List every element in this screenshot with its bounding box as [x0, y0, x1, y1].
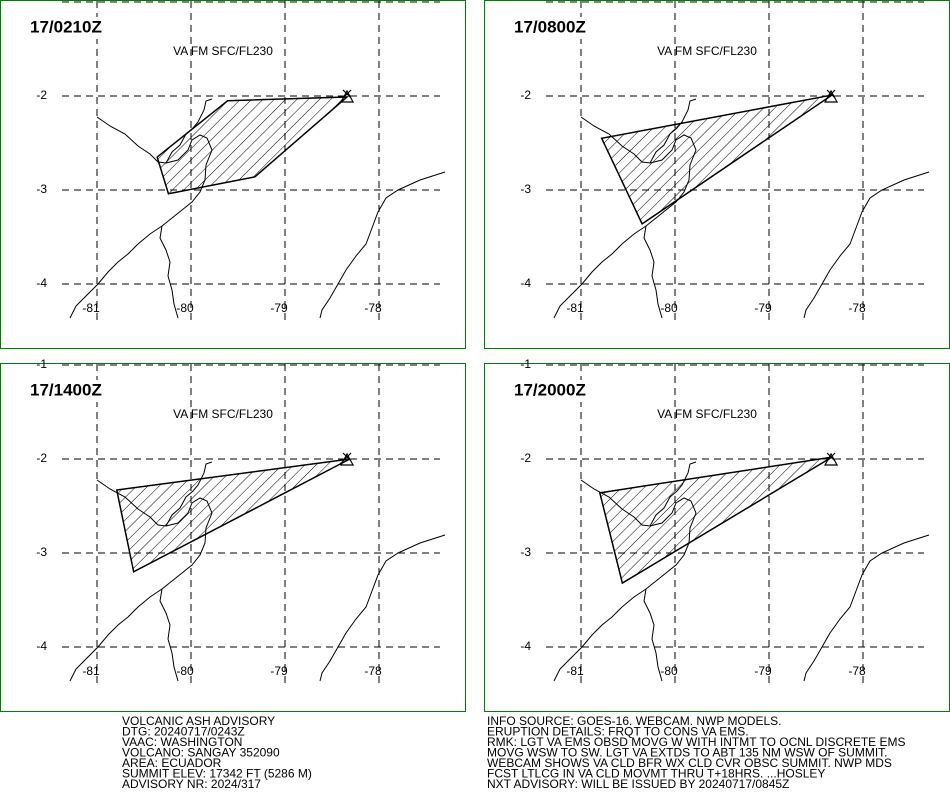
advisory-line: VAAC: WASHINGTON	[122, 735, 242, 749]
lat-label: -3	[520, 545, 531, 559]
lon-label: -78	[364, 301, 382, 315]
lon-label: -80	[176, 664, 194, 678]
flight-level: VA FM SFC/FL230	[657, 44, 757, 58]
advisory-line: SUMMIT ELEV: 17342 FT (5286 M)	[122, 767, 312, 781]
valid-time: 17/1400Z	[30, 380, 102, 399]
advisory-line: VOLCANO: SANGAY 352090	[122, 746, 280, 760]
lat-label: -3	[36, 545, 47, 559]
volcano-marker	[824, 89, 839, 103]
valid-time: 17/0210Z	[30, 17, 102, 36]
lat-label: -2	[520, 451, 531, 465]
label-bg	[512, 380, 590, 402]
panel-frame	[0, 0, 466, 349]
lon-label: -81	[82, 301, 100, 315]
volcano-marker	[824, 452, 839, 466]
lon-label: -79	[270, 301, 288, 315]
advisory-line: WEBCAM SHOWS VA CLD BFR WX CLD CVR OBSC …	[487, 756, 892, 770]
lat-label: -4	[36, 639, 47, 653]
advisory-line: RMK: LGT VA EMS OBSD MOVG W WITH INTMT T…	[487, 735, 906, 749]
lat-label: -1	[36, 357, 47, 371]
lat-label: -2	[36, 451, 47, 465]
lon-label: -78	[848, 301, 866, 315]
lon-label: -78	[364, 664, 382, 678]
lon-label: -80	[176, 301, 194, 315]
volcano-marker	[340, 89, 355, 103]
lon-label: -79	[754, 301, 772, 315]
ash-cloud	[115, 458, 351, 573]
valid-time: 17/0800Z	[514, 17, 586, 36]
lon-label: -81	[566, 301, 584, 315]
lat-label: -3	[36, 182, 47, 196]
map-panel: -81 -80 -79 -78 -1 -2 -3 -4 17/1400Z VA FM SFC/FL…	[0, 357, 466, 712]
lat-label: -4	[520, 639, 531, 653]
valid-time: 17/2000Z	[514, 380, 586, 399]
flight-level: VA FM SFC/FL230	[173, 44, 273, 58]
flight-level: VA FM SFC/FL230	[657, 407, 757, 421]
lon-label: -80	[660, 301, 678, 315]
label-bg	[28, 17, 106, 39]
advisory-line: DTG: 20240717/0243Z	[122, 725, 245, 739]
advisory-line: MOVG WSW TO SW. LGT VA EXTDS TO ABT 135 …	[487, 746, 888, 760]
advisory-line: AREA: ECUADOR	[122, 756, 222, 770]
ash-cloud	[598, 456, 833, 585]
ash-cloud	[600, 94, 833, 225]
ash-cloud	[156, 96, 350, 195]
lat-label: -4	[36, 276, 47, 290]
lon-label: -80	[660, 664, 678, 678]
label-bg	[512, 17, 590, 39]
map-panel: -81 -80 -79 -78 -2 -3 -4 17/0210Z VA FM SFC/FL23…	[0, 0, 466, 349]
lat-label: -2	[520, 88, 531, 102]
advisory-line: VOLCANIC ASH ADVISORY	[122, 714, 275, 728]
lat-label: -1	[520, 357, 531, 371]
lon-label: -79	[270, 664, 288, 678]
lat-label: -2	[36, 88, 47, 102]
lon-label: -81	[566, 664, 584, 678]
advisory-line: FCST LTLCG IN VA CLD MOVMT THRU T+18HRS.…	[487, 767, 825, 781]
advisory-line: NXT ADVISORY: WILL BE ISSUED BY 20240717…	[487, 777, 789, 791]
lon-label: -78	[848, 664, 866, 678]
label-bg	[28, 380, 106, 402]
advisory-line: INFO SOURCE: GOES-16. WEBCAM. NWP MODELS…	[487, 714, 782, 728]
panel-frame	[0, 363, 466, 712]
flight-level: VA FM SFC/FL230	[173, 407, 273, 421]
lon-label: -81	[82, 664, 100, 678]
advisory-line: ADVISORY NR: 2024/317	[122, 777, 261, 791]
volcano-marker	[340, 452, 355, 466]
lat-label: -3	[520, 182, 531, 196]
advisory-line: ERUPTION DETAILS: FRQT TO CONS VA EMS.	[487, 725, 749, 739]
map-panel: -81 -80 -79 -78 -1 -2 -3 -4 17/2000Z VA FM SFC/FL…	[484, 357, 950, 712]
lon-label: -79	[754, 664, 772, 678]
panels: -81 -80 -79 -78 -2 -3 -4 17/0210Z VA FM SFC/FL23…	[0, 0, 950, 712]
lat-label: -4	[520, 276, 531, 290]
map-panel: -81 -80 -79 -78 -2 -3 -4 17/0800Z VA FM SFC/FL23…	[484, 0, 950, 349]
